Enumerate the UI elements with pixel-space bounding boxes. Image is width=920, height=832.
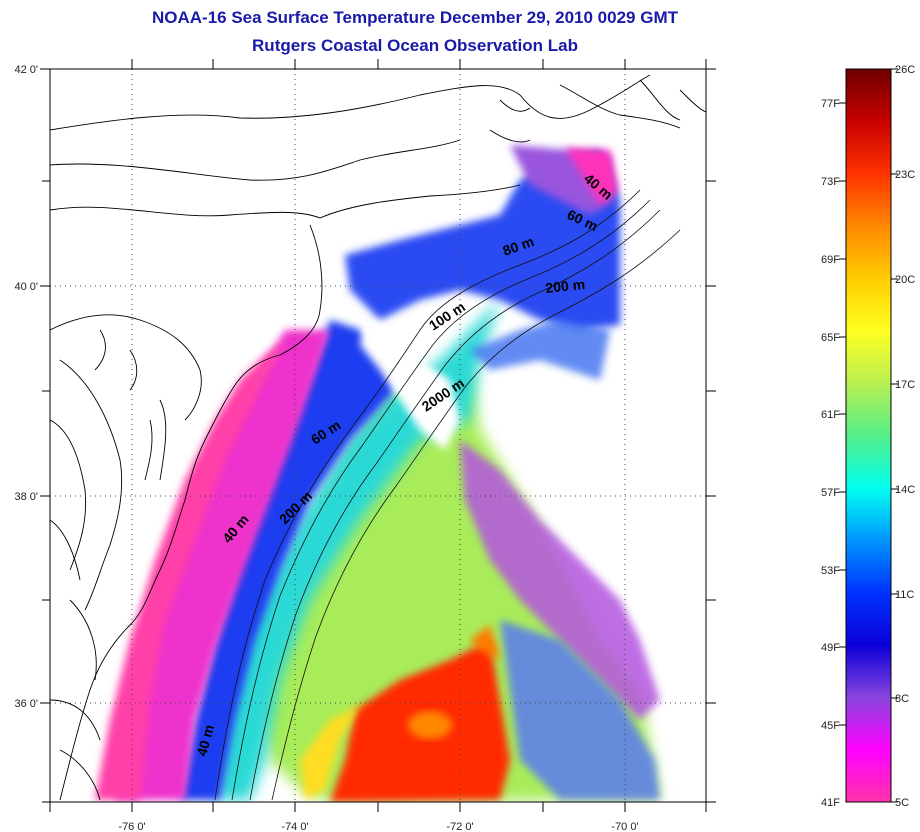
sst-magenta-inner	[115, 330, 330, 800]
fahrenheit-label: 77F	[821, 98, 840, 110]
colorbar-fahrenheit-labels: 77F 73F 69F 65F 61F 57F 53F 49F 45F 41F	[821, 98, 840, 809]
fahrenheit-label: 53F	[821, 565, 840, 577]
lon-label: -76 0'	[118, 821, 145, 832]
sst-offshore-streaks-3	[500, 620, 660, 800]
map-ticks	[40, 59, 716, 812]
fahrenheit-label: 61F	[821, 409, 840, 421]
sst-warm-eddy	[408, 711, 452, 739]
isobath-label: 40 m	[193, 723, 217, 758]
isobaths	[214, 189, 681, 801]
lat-labels: 42 0' 40 0' 38 0' 36 0'	[14, 64, 38, 710]
lon-label: -74 0'	[281, 821, 308, 832]
celsius-label: 5C	[895, 797, 909, 809]
cloud-mask	[360, 320, 460, 450]
celsius-label: 26C	[895, 64, 915, 76]
sst-yellow-filament	[300, 705, 360, 800]
lat-label: 42 0'	[14, 64, 38, 76]
fahrenheit-label: 69F	[821, 254, 840, 266]
fahrenheit-label: 49F	[821, 642, 840, 654]
colorbar	[845, 68, 892, 803]
sst-image	[50, 74, 706, 802]
sst-pink-north	[565, 148, 618, 205]
fahrenheit-label: 45F	[821, 720, 840, 732]
fahrenheit-label: 73F	[821, 176, 840, 188]
lat-label: 40 0'	[14, 281, 38, 293]
lon-label: -70 0'	[611, 821, 638, 832]
lat-label: 36 0'	[14, 698, 38, 710]
fahrenheit-label: 57F	[821, 487, 840, 499]
celsius-label: 23C	[895, 169, 915, 181]
celsius-label: 20C	[895, 274, 915, 286]
isobath-label: 200 m	[545, 276, 586, 296]
celsius-label: 11C	[895, 589, 914, 601]
celsius-label: 14C	[895, 484, 915, 496]
lon-labels: -76 0' -74 0' -72 0' -70 0'	[118, 821, 638, 832]
coastline	[50, 74, 706, 801]
lat-label: 38 0'	[14, 491, 38, 503]
sst-offshore-streaks-1	[470, 320, 610, 380]
colorbar-ticks	[839, 68, 898, 803]
celsius-label: 8C	[895, 693, 909, 705]
fahrenheit-label: 41F	[821, 797, 840, 809]
sst-pink-coastal	[95, 340, 285, 800]
colorbar-celsius-labels: 26C 23C 20C 17C 14C 11C 8C 5C	[895, 64, 915, 809]
fahrenheit-label: 65F	[821, 332, 840, 344]
sst-offshore-streaks-2	[460, 440, 660, 720]
sst-gulf-stream-orange	[470, 625, 500, 660]
lat-lon-grid	[50, 69, 706, 802]
lon-label: -72 0'	[446, 821, 473, 832]
title-line-1: NOAA-16 Sea Surface Temperature December…	[152, 8, 678, 27]
celsius-label: 17C	[895, 379, 915, 391]
sst-blue-shelf	[180, 320, 395, 800]
title-line-2: Rutgers Coastal Ocean Observation Lab	[252, 36, 578, 55]
